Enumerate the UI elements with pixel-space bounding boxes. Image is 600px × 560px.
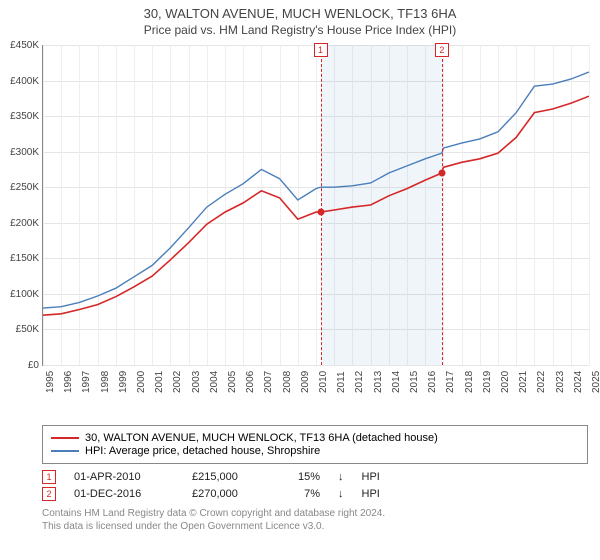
tx-price: £215,000: [192, 471, 262, 483]
legend-row: 30, WALTON AVENUE, MUCH WENLOCK, TF13 6H…: [51, 432, 579, 444]
x-tick-label: 1996: [63, 371, 65, 393]
x-tick-label: 1999: [118, 371, 120, 393]
legend-label: 30, WALTON AVENUE, MUCH WENLOCK, TF13 6H…: [85, 432, 438, 444]
footnote-line: Contains HM Land Registry data © Crown c…: [42, 507, 588, 520]
x-tick-label: 2020: [500, 371, 502, 393]
marker-point: [317, 209, 324, 216]
x-tick-label: 2002: [172, 371, 174, 393]
tx-pct: 15%: [280, 471, 320, 483]
x-tick-label: 2016: [427, 371, 429, 393]
marker-line: [442, 59, 443, 365]
x-tick-label: 2007: [263, 371, 265, 393]
tx-direction-icon: ↓: [338, 471, 344, 483]
tx-marker: 2: [42, 487, 56, 501]
x-tick-label: 2018: [464, 371, 466, 393]
legend-swatch: [51, 437, 79, 439]
x-tick-label: 2011: [336, 371, 338, 393]
x-tick-label: 2009: [300, 371, 302, 393]
x-tick-label: 2013: [373, 371, 375, 393]
footnote-line: This data is licensed under the Open Gov…: [42, 520, 588, 533]
page-subtitle: Price paid vs. HM Land Registry's House …: [0, 23, 600, 37]
x-tick-label: 2005: [227, 371, 229, 393]
x-tick-label: 1998: [100, 371, 102, 393]
x-tick-label: 1995: [45, 371, 47, 393]
transaction-row: 1 01-APR-2010 £215,000 15% ↓ HPI: [42, 470, 588, 484]
x-tick-label: 2012: [354, 371, 356, 393]
tx-pct: 7%: [280, 488, 320, 500]
marker-badge: 2: [435, 43, 449, 57]
x-tick-label: 2017: [445, 371, 447, 393]
legend: 30, WALTON AVENUE, MUCH WENLOCK, TF13 6H…: [42, 425, 588, 464]
marker-point: [438, 170, 445, 177]
tx-date: 01-APR-2010: [74, 471, 174, 483]
x-gridline: [589, 45, 590, 365]
x-tick-label: 2015: [409, 371, 411, 393]
x-tick-label: 2025: [591, 371, 593, 393]
footnote: Contains HM Land Registry data © Crown c…: [42, 507, 588, 533]
legend-swatch: [51, 450, 79, 452]
series-hpi: [43, 72, 589, 308]
x-tick-label: 2000: [136, 371, 138, 393]
page-title: 30, WALTON AVENUE, MUCH WENLOCK, TF13 6H…: [0, 6, 600, 21]
tx-direction-icon: ↓: [338, 488, 344, 500]
legend-label: HPI: Average price, detached house, Shro…: [85, 445, 320, 457]
x-tick-label: 2003: [191, 371, 193, 393]
x-tick-label: 1997: [81, 371, 83, 393]
x-tick-label: 2022: [536, 371, 538, 393]
x-tick-label: 2004: [209, 371, 211, 393]
price-chart: £0£50K£100K£150K£200K£250K£300K£350K£400…: [42, 45, 588, 395]
x-tick-label: 2021: [518, 371, 520, 393]
tx-date: 01-DEC-2016: [74, 488, 174, 500]
tx-compare: HPI: [362, 471, 380, 483]
marker-badge: 1: [314, 43, 328, 57]
x-tick-label: 2006: [245, 371, 247, 393]
x-tick-label: 2024: [573, 371, 575, 393]
transaction-row: 2 01-DEC-2016 £270,000 7% ↓ HPI: [42, 487, 588, 501]
x-tick-label: 2014: [391, 371, 393, 393]
x-tick-label: 2001: [154, 371, 156, 393]
x-tick-label: 2023: [555, 371, 557, 393]
x-tick-label: 2010: [318, 371, 320, 393]
tx-marker: 1: [42, 470, 56, 484]
tx-price: £270,000: [192, 488, 262, 500]
legend-row: HPI: Average price, detached house, Shro…: [51, 445, 579, 457]
x-tick-label: 2019: [482, 371, 484, 393]
tx-compare: HPI: [362, 488, 380, 500]
x-tick-label: 2008: [282, 371, 284, 393]
transactions-table: 1 01-APR-2010 £215,000 15% ↓ HPI 2 01-DEC-2016 £…: [42, 470, 588, 501]
